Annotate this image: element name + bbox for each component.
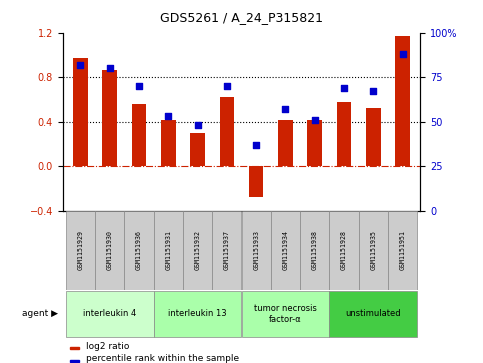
Text: GSM1151935: GSM1151935: [370, 231, 376, 270]
Point: [369, 89, 377, 94]
Point: [311, 117, 319, 123]
Point: [194, 122, 201, 128]
Bar: [395, 36, 410, 166]
Text: GSM1151929: GSM1151929: [77, 231, 84, 270]
Text: GSM1151937: GSM1151937: [224, 231, 230, 270]
Bar: [278, 121, 293, 166]
Text: GSM1151933: GSM1151933: [253, 231, 259, 270]
Point: [340, 85, 348, 91]
Point: [76, 62, 84, 68]
Bar: [329, 211, 359, 290]
Bar: [249, 166, 263, 197]
Text: GDS5261 / A_24_P315821: GDS5261 / A_24_P315821: [160, 11, 323, 24]
Bar: [242, 211, 271, 290]
Bar: [102, 70, 117, 166]
Bar: [70, 347, 79, 349]
Bar: [73, 58, 88, 166]
Bar: [95, 211, 124, 290]
Text: GSM1151951: GSM1151951: [399, 231, 406, 270]
Point: [282, 106, 289, 112]
Bar: [70, 360, 79, 362]
Bar: [271, 211, 300, 290]
Bar: [220, 97, 234, 166]
Bar: [307, 121, 322, 166]
Text: percentile rank within the sample: percentile rank within the sample: [86, 354, 240, 363]
Text: GSM1151938: GSM1151938: [312, 231, 318, 270]
Text: interleukin 4: interleukin 4: [83, 310, 136, 318]
Text: tumor necrosis
factor-α: tumor necrosis factor-α: [254, 304, 317, 324]
Bar: [124, 211, 154, 290]
Bar: [183, 211, 212, 290]
Text: GSM1151934: GSM1151934: [283, 231, 288, 270]
Point: [106, 65, 114, 71]
Point: [135, 83, 143, 89]
Bar: [366, 108, 381, 166]
Text: log2 ratio: log2 ratio: [86, 342, 130, 351]
Bar: [212, 211, 242, 290]
Text: interleukin 13: interleukin 13: [168, 310, 227, 318]
Point: [252, 142, 260, 148]
Point: [223, 83, 231, 89]
Text: GSM1151930: GSM1151930: [107, 231, 113, 270]
Text: GSM1151931: GSM1151931: [165, 231, 171, 270]
Point: [164, 113, 172, 119]
Bar: [242, 291, 329, 337]
Bar: [154, 211, 183, 290]
Bar: [154, 291, 242, 337]
Bar: [161, 121, 176, 166]
Bar: [359, 211, 388, 290]
Bar: [337, 102, 351, 166]
Bar: [388, 211, 417, 290]
Bar: [329, 291, 417, 337]
Bar: [66, 291, 154, 337]
Bar: [190, 133, 205, 166]
Bar: [66, 211, 95, 290]
Text: GSM1151932: GSM1151932: [195, 231, 200, 270]
Point: [399, 51, 407, 57]
Bar: [300, 211, 329, 290]
Bar: [132, 104, 146, 166]
Text: agent ▶: agent ▶: [22, 310, 58, 318]
Text: GSM1151928: GSM1151928: [341, 231, 347, 270]
Text: unstimulated: unstimulated: [345, 310, 401, 318]
Text: GSM1151936: GSM1151936: [136, 231, 142, 270]
